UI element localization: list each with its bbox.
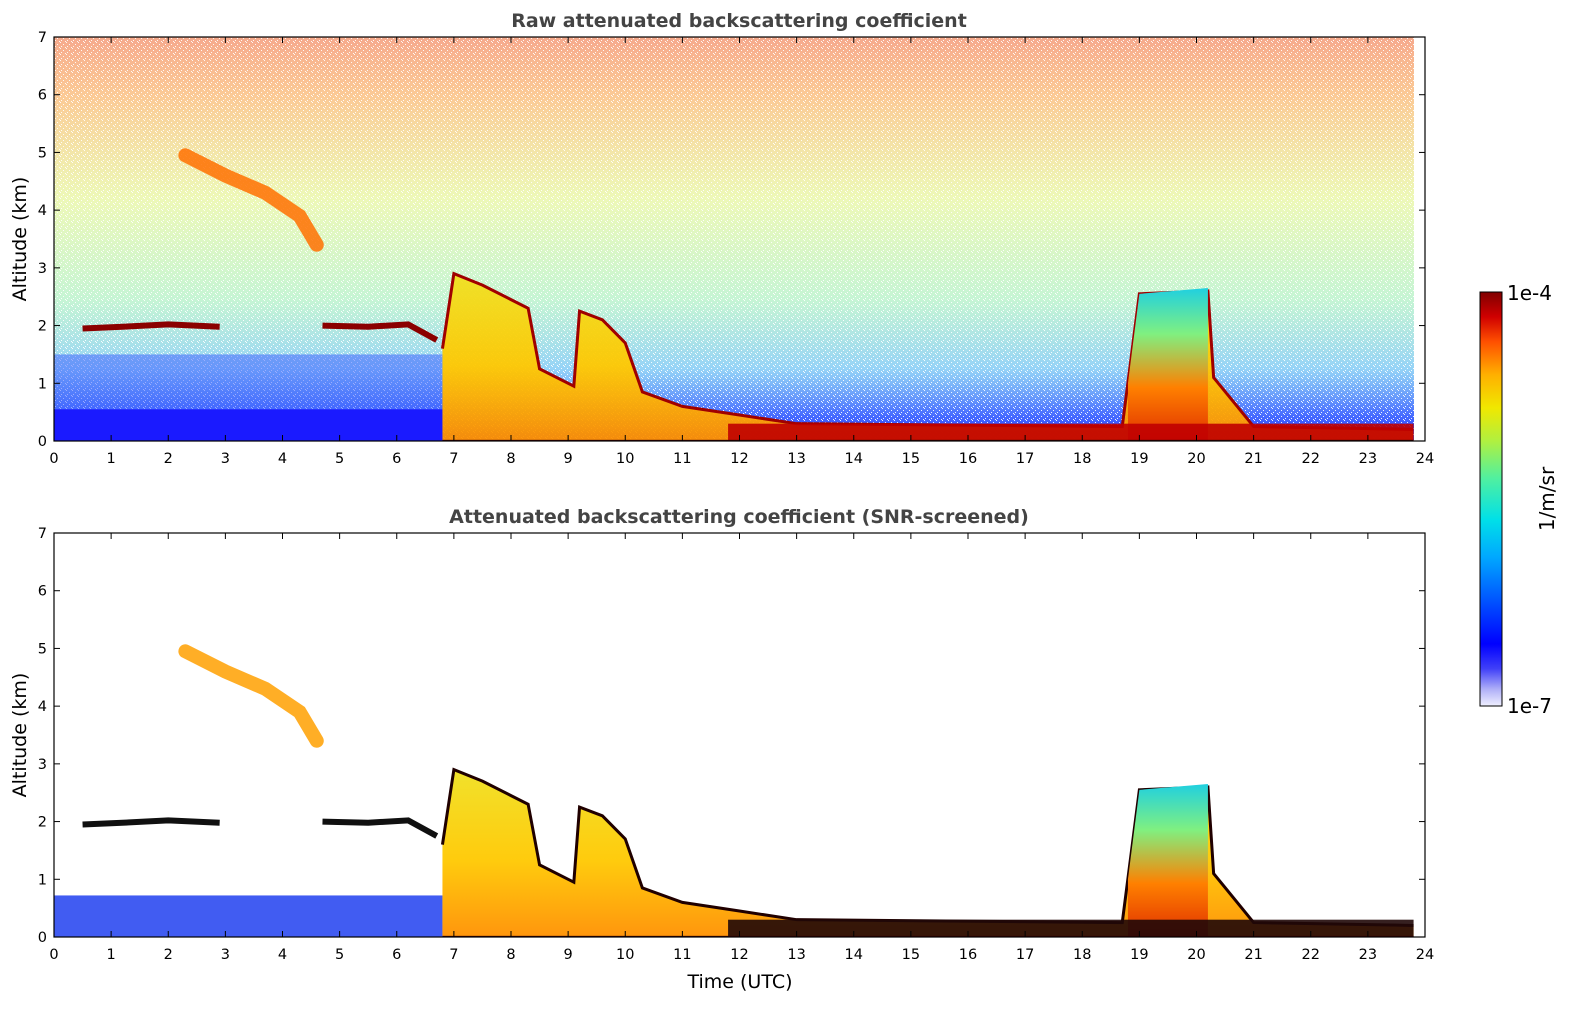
panel1-x-tick-label: 6 bbox=[392, 451, 401, 467]
panel2-x-tick-label: 10 bbox=[616, 947, 634, 963]
panel2-y-axis-label: Altitude (km) bbox=[9, 673, 31, 798]
panel2-x-tick-label: 15 bbox=[902, 947, 920, 963]
panel1-x-tick-label: 10 bbox=[616, 451, 634, 467]
panel1-x-tick-label: 16 bbox=[959, 451, 977, 467]
panel1-y-tick-label: 1 bbox=[38, 376, 47, 392]
panel1-y-axis-label: Altitude (km) bbox=[9, 177, 31, 302]
panel2-y-tick-label: 6 bbox=[38, 584, 47, 600]
panel1-x-tick-label: 0 bbox=[49, 451, 58, 467]
panel1-y-tick-label: 0 bbox=[38, 434, 47, 450]
panel1-x-tick-label: 5 bbox=[335, 451, 344, 467]
cloud-layer-segment-2 bbox=[322, 817, 439, 839]
cloud-layer-segment-1 bbox=[82, 817, 220, 828]
panel2-y-tick-label: 7 bbox=[38, 526, 47, 542]
panel1-x-tick-label: 3 bbox=[221, 451, 230, 467]
panel2-x-tick-label: 21 bbox=[1244, 947, 1262, 963]
raw-surface-noise bbox=[54, 409, 443, 441]
panel2-plot-area bbox=[54, 644, 1414, 937]
panel1-x-tick-label: 9 bbox=[564, 451, 573, 467]
panel2-x-tick-label: 22 bbox=[1302, 947, 1320, 963]
panel2-x-tick-label: 5 bbox=[335, 947, 344, 963]
panel1-title: Raw attenuated backscattering coefficien… bbox=[511, 10, 967, 32]
panel2-x-tick-label: 24 bbox=[1416, 947, 1434, 963]
panel1-plot-area bbox=[54, 37, 1414, 441]
raw-low-noise bbox=[54, 354, 443, 410]
panel2-x-tick-label: 17 bbox=[1016, 947, 1034, 963]
panel2-y-tick-label: 3 bbox=[38, 757, 47, 773]
panel1-x-tick-label: 17 bbox=[1016, 451, 1034, 467]
colorbar-max-label: 1e-4 bbox=[1507, 281, 1552, 305]
panel1-x-tick-label: 8 bbox=[506, 451, 515, 467]
colorbar: 1e-4 1e-7 1/m/sr bbox=[1479, 281, 1559, 718]
panel1-x-tick-label: 14 bbox=[845, 451, 863, 467]
panel2-x-tick-label: 18 bbox=[1073, 947, 1091, 963]
panel1-x-tick-label: 11 bbox=[673, 451, 691, 467]
panel2-x-tick-label: 19 bbox=[1130, 947, 1148, 963]
cloud-layer-segment-1 bbox=[82, 321, 220, 332]
panel1-x-tick-label: 1 bbox=[107, 451, 116, 467]
cirrus-band bbox=[178, 644, 324, 748]
panel2-y-tick-label: 5 bbox=[38, 641, 47, 657]
panel1-y-tick-label: 4 bbox=[38, 203, 47, 219]
panel2-y-tick-label: 1 bbox=[38, 872, 47, 888]
panel2-x-tick-label: 20 bbox=[1187, 947, 1205, 963]
panel2-x-tick-label: 8 bbox=[506, 947, 515, 963]
panel2-title: Attenuated backscattering coefficient (S… bbox=[449, 506, 1029, 528]
panel2-y-tick-label: 4 bbox=[38, 699, 47, 715]
panel1-x-tick-label: 20 bbox=[1187, 451, 1205, 467]
aerosol-layer bbox=[442, 769, 1414, 937]
panel2-x-tick-label: 4 bbox=[278, 947, 287, 963]
panel1-x-tick-label: 19 bbox=[1130, 451, 1148, 467]
panel2-x-tick-label: 14 bbox=[845, 947, 863, 963]
cloud-layer-segment-2 bbox=[322, 321, 439, 343]
panel1-x-tick-label: 24 bbox=[1416, 451, 1434, 467]
panel2-x-tick-label: 12 bbox=[730, 947, 748, 963]
cirrus-band bbox=[178, 148, 324, 252]
convective-column bbox=[1127, 288, 1208, 441]
panel2-x-tick-label: 6 bbox=[392, 947, 401, 963]
panel1-x-tick-label: 23 bbox=[1359, 451, 1377, 467]
panel2-x-tick-label: 16 bbox=[959, 947, 977, 963]
panel2-x-tick-label: 2 bbox=[164, 947, 173, 963]
panel2-x-tick-label: 23 bbox=[1359, 947, 1377, 963]
panel1-x-tick-label: 12 bbox=[730, 451, 748, 467]
panel2-x-tick-label: 1 bbox=[107, 947, 116, 963]
colorbar-unit-label: 1/m/sr bbox=[1535, 466, 1559, 531]
panel2-x-tick-label: 13 bbox=[787, 947, 805, 963]
panel2-x-tick-label: 9 bbox=[564, 947, 573, 963]
panel2-x-tick-label: 7 bbox=[449, 947, 458, 963]
colorbar-gradient bbox=[1479, 291, 1503, 707]
panel2-y-tick-label: 2 bbox=[38, 815, 47, 831]
colorbar-min-label: 1e-7 bbox=[1507, 694, 1552, 718]
panel2-frame bbox=[53, 532, 1426, 938]
panel1-y-tick-label: 6 bbox=[38, 88, 47, 104]
boundary-layer bbox=[728, 423, 1414, 441]
panel1-y-tick-label: 3 bbox=[38, 261, 47, 277]
panel2-x-tick-label: 3 bbox=[221, 947, 230, 963]
boundary-layer bbox=[728, 919, 1414, 937]
panel2-y-tick-label: 0 bbox=[38, 930, 47, 946]
panel1-x-tick-label: 13 bbox=[787, 451, 805, 467]
panel2-x-tick-label: 11 bbox=[673, 947, 691, 963]
panel1-x-tick-label: 2 bbox=[164, 451, 173, 467]
snr-screened-panel: Attenuated backscattering coefficient (S… bbox=[9, 506, 1434, 993]
raw-backscatter-panel: Raw attenuated backscattering coefficien… bbox=[9, 10, 1434, 467]
panel1-x-tick-label: 21 bbox=[1244, 451, 1262, 467]
panel2-x-tick-label: 0 bbox=[49, 947, 58, 963]
convective-column bbox=[1127, 784, 1208, 937]
panel1-x-tick-label: 18 bbox=[1073, 451, 1091, 467]
panel1-x-tick-label: 22 bbox=[1302, 451, 1320, 467]
panel1-y-tick-label: 2 bbox=[38, 319, 47, 335]
panel1-x-tick-label: 7 bbox=[449, 451, 458, 467]
panel1-x-tick-label: 4 bbox=[278, 451, 287, 467]
x-axis-label: Time (UTC) bbox=[686, 971, 792, 993]
screened-surface-layer bbox=[54, 895, 443, 937]
panel1-x-tick-label: 15 bbox=[902, 451, 920, 467]
panel1-y-tick-label: 5 bbox=[38, 145, 47, 161]
panel1-y-tick-label: 7 bbox=[38, 30, 47, 46]
